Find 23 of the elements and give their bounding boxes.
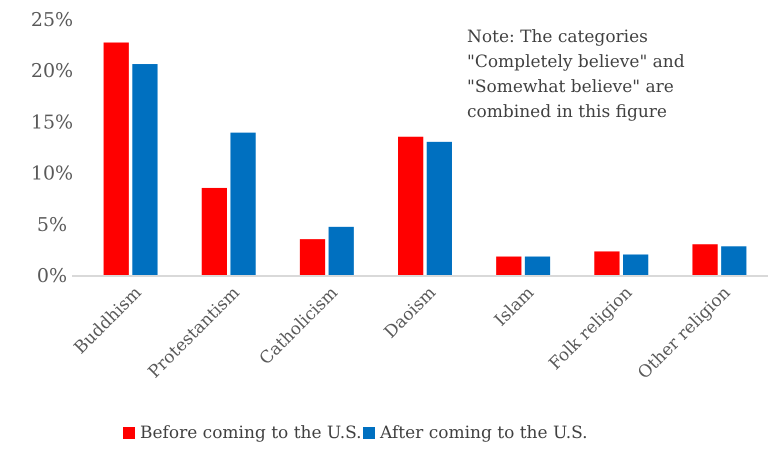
bar: [104, 42, 129, 276]
bar: [398, 136, 424, 276]
bar: [721, 246, 746, 276]
bar: [230, 132, 256, 276]
bar: [623, 254, 648, 276]
bar: [328, 226, 354, 276]
bar: [202, 188, 227, 276]
bar: [524, 256, 550, 276]
legend-label: After coming to the U.S.: [379, 423, 588, 443]
bar: [496, 256, 522, 276]
annotation: Note: The categories "Completely believe" and "Somewhat believe" are combined in this figure: [467, 27, 685, 122]
y-tick-label: 10%: [30, 162, 74, 185]
legend-label: Before coming to the U.S.: [140, 423, 362, 443]
bar: [594, 251, 620, 276]
y-tick-label: 20%: [30, 60, 74, 82]
y-tick-label: 5%: [36, 214, 68, 236]
bar: [300, 239, 326, 276]
bar: [426, 142, 452, 276]
y-tick-label: 25%: [30, 9, 74, 31]
bar: [132, 64, 158, 276]
y-tick-label: 0%: [36, 265, 68, 287]
bar: [692, 244, 718, 276]
y-tick-label: 15%: [30, 111, 74, 134]
